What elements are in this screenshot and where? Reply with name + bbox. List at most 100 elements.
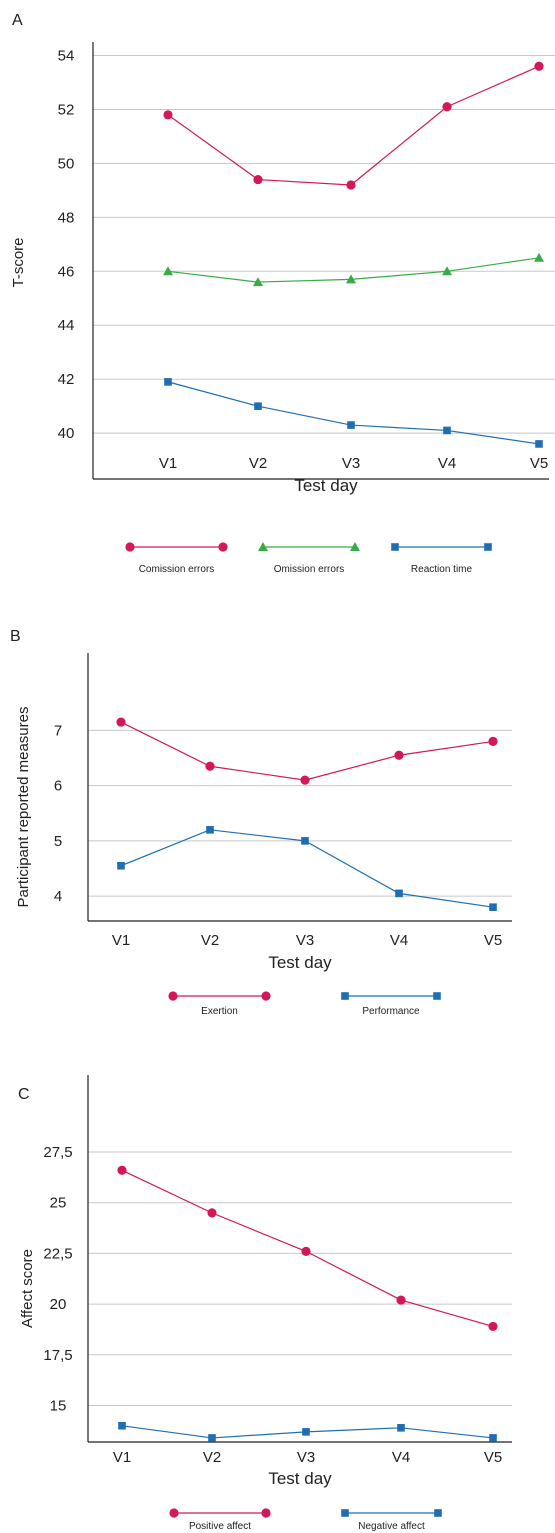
chart-panel-c: C 15 17,5 20 22,5 25 27,5 V1 V2 V3 V4 V5 Test day Aff… xyxy=(18,1075,512,1532)
y-tick-label: 15 xyxy=(50,1398,67,1415)
panel-label: A xyxy=(12,12,23,29)
data-point xyxy=(489,903,497,911)
y-tick-label: 50 xyxy=(58,155,75,172)
legend-item: Omission errors xyxy=(258,542,360,575)
x-tick-label: V1 xyxy=(113,1449,131,1466)
data-point xyxy=(394,750,404,760)
data-point xyxy=(534,252,544,262)
y-tick-label: 4 xyxy=(54,888,62,905)
data-point xyxy=(442,266,452,276)
data-point xyxy=(346,180,356,190)
data-point xyxy=(163,110,173,120)
y-axis-title: Participant reported measures xyxy=(15,707,32,908)
data-point xyxy=(346,274,356,284)
y-axis-title: Affect score xyxy=(19,1249,36,1328)
y-tick-label: 27,5 xyxy=(43,1144,72,1161)
x-axis-title: Test day xyxy=(268,1469,332,1488)
x-tick-label: V5 xyxy=(484,932,502,949)
data-point xyxy=(395,889,403,898)
data-point xyxy=(488,1321,498,1332)
legend-marker xyxy=(434,1509,442,1517)
legend-marker xyxy=(168,991,178,1001)
legend-item: Comission errors xyxy=(125,542,228,575)
legend-item: Negative affect xyxy=(341,1509,442,1532)
data-point xyxy=(301,1246,311,1257)
x-tick-label: V2 xyxy=(249,455,267,472)
series-exertion xyxy=(116,717,498,785)
series-line xyxy=(167,381,540,445)
series-positive-affect xyxy=(117,1165,498,1332)
series-reaction-time xyxy=(164,378,543,448)
series-comission-errors xyxy=(163,61,544,190)
y-tick-label: 22,5 xyxy=(43,1245,72,1262)
y-tick-label: 6 xyxy=(54,778,62,795)
data-point xyxy=(163,266,173,276)
x-tick-label: V4 xyxy=(438,455,456,472)
data-point xyxy=(205,761,215,771)
legend-marker xyxy=(341,1509,349,1517)
x-tick-label: V1 xyxy=(112,932,130,949)
y-tick-label: 7 xyxy=(54,722,62,739)
legend-marker xyxy=(261,991,271,1001)
y-axis-title: T-score xyxy=(10,237,27,287)
y-tick-label: 48 xyxy=(58,209,75,226)
y-tick-label: 17,5 xyxy=(43,1347,72,1364)
legend-marker xyxy=(125,542,135,552)
legend-label: Positive affect xyxy=(189,1521,251,1532)
x-tick-label: V1 xyxy=(159,455,177,472)
x-tick-label: V3 xyxy=(342,455,360,472)
chart-panel-b: B 4 5 6 7 V1 V2 V3 V4 V5 Test day Participant repor… xyxy=(10,628,512,1017)
legend-label: Omission errors xyxy=(274,564,345,575)
data-point xyxy=(208,1434,216,1442)
series-line xyxy=(167,257,540,283)
data-point xyxy=(396,1295,406,1305)
legend-label: Negative affect xyxy=(358,1521,425,1532)
legend-item: Reaction time xyxy=(391,543,492,575)
data-point xyxy=(117,1165,127,1175)
legend-label: Performance xyxy=(362,1006,420,1017)
legend-marker xyxy=(261,1508,271,1518)
legend-item: Performance xyxy=(341,992,441,1017)
data-point xyxy=(164,378,172,386)
data-point xyxy=(488,736,498,747)
x-tick-label: V2 xyxy=(201,932,219,949)
legend-label: Comission errors xyxy=(139,564,215,575)
series-line xyxy=(167,65,540,186)
data-point xyxy=(118,1421,126,1430)
data-point xyxy=(489,1434,497,1442)
series-omission-errors xyxy=(163,252,544,287)
data-point xyxy=(347,421,355,429)
y-tick-label: 20 xyxy=(50,1296,67,1313)
y-tick-label: 5 xyxy=(54,833,62,850)
legend-marker xyxy=(433,992,441,1000)
data-point xyxy=(253,277,263,287)
x-tick-label: V4 xyxy=(390,932,408,949)
legend-marker xyxy=(350,542,360,551)
y-tick-label: 54 xyxy=(58,47,75,64)
data-point xyxy=(300,775,310,785)
y-tick-label: 25 xyxy=(50,1195,67,1212)
x-tick-label: V2 xyxy=(203,1449,221,1466)
data-point xyxy=(301,837,309,845)
data-point xyxy=(206,826,214,834)
data-point xyxy=(302,1428,310,1436)
legend-marker xyxy=(169,1508,179,1518)
series-negative-affect xyxy=(118,1421,497,1442)
legend-marker xyxy=(341,992,349,1000)
x-axis-title: Test day xyxy=(294,476,358,495)
data-point xyxy=(207,1208,217,1218)
legend-label: Reaction time xyxy=(411,564,473,575)
data-point xyxy=(116,717,126,727)
x-tick-label: V5 xyxy=(530,455,548,472)
y-tick-label: 46 xyxy=(58,263,75,280)
y-tick-label: 40 xyxy=(58,425,75,442)
legend-item: Positive affect xyxy=(169,1508,271,1532)
data-point xyxy=(535,440,543,448)
data-point xyxy=(253,174,263,185)
x-axis-title: Test day xyxy=(268,953,332,972)
x-tick-label: V3 xyxy=(297,1449,315,1466)
data-point xyxy=(117,861,125,870)
chart-panel-a: A 40 42 44 46 48 50 52 54 V1 V2 V3 V4 V5 Test day T-sco… xyxy=(10,12,555,575)
x-tick-label: V5 xyxy=(484,1449,502,1466)
